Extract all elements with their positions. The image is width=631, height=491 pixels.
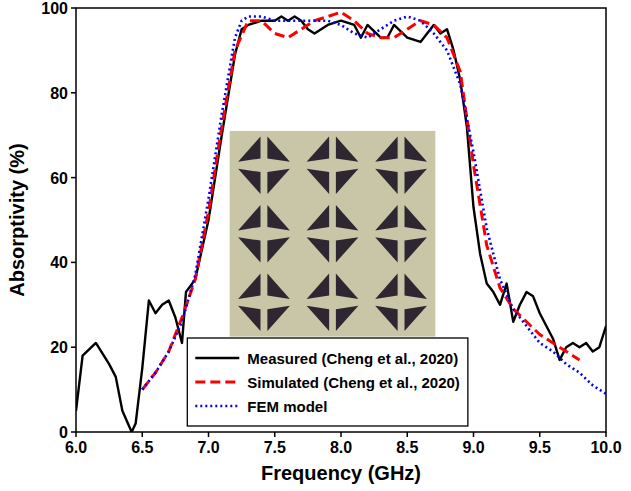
inset-motif	[307, 136, 330, 161]
chart: 6.0 6.5 7.0 7.5 8.0 8.5 9.0 9.5 10.0 0 20 40 60 80 100…	[0, 0, 631, 491]
series-group	[76, 12, 606, 432]
x-tick	[142, 432, 144, 437]
inset-motif	[307, 205, 330, 230]
inset-photo	[230, 131, 436, 337]
legend-sample	[195, 381, 239, 384]
inset-motif	[336, 306, 359, 331]
inset-motif	[375, 274, 397, 299]
legend-label: FEM model	[247, 398, 327, 415]
inset-motif	[375, 136, 397, 161]
series-line	[142, 12, 579, 389]
legend-sample	[195, 357, 239, 359]
x-tick	[208, 432, 210, 437]
y-tick-label: 80	[50, 85, 68, 102]
series-line	[142, 16, 606, 393]
inset-motif	[336, 136, 359, 161]
legend-label: Measured (Cheng et al., 2020)	[247, 350, 458, 367]
x-tick	[605, 432, 607, 437]
y-tick	[71, 7, 76, 9]
inset-motif	[405, 306, 428, 331]
inset-ground	[230, 131, 436, 337]
inset-motif	[267, 205, 290, 230]
legend: Measured (Cheng et al., 2020) Simulated (…	[187, 338, 468, 426]
x-tick	[407, 432, 409, 437]
inset-motif	[375, 205, 397, 230]
inset-motif	[336, 169, 359, 194]
inset-motif	[267, 306, 290, 331]
inset-motif	[238, 136, 260, 161]
y-tick-label: 0	[59, 424, 68, 441]
inset-motif	[307, 169, 330, 194]
series-line	[76, 16, 606, 432]
inset-motif	[336, 274, 359, 299]
inset-motif	[405, 205, 428, 230]
inset-motif	[405, 136, 428, 161]
inset-motif	[336, 205, 359, 230]
x-tick-label: 7.5	[264, 439, 286, 456]
x-tick-label: 6.0	[65, 439, 87, 456]
x-tick-label: 7.0	[197, 439, 219, 456]
inset-motif	[238, 169, 260, 194]
x-tick-label: 6.5	[131, 439, 153, 456]
x-axis-title: Frequency (GHz)	[261, 462, 421, 484]
y-tick	[71, 92, 76, 94]
inset-motif	[307, 306, 330, 331]
x-tick-label: 10.0	[590, 439, 621, 456]
inset-motif	[307, 237, 330, 262]
inset-motif	[238, 306, 260, 331]
y-axis-title: Absorptivity (%)	[6, 143, 28, 296]
legend-label: Simulated (Cheng et al., 2020)	[247, 374, 460, 391]
inset-motif	[267, 169, 290, 194]
y-tick	[71, 346, 76, 348]
y-tick	[71, 177, 76, 179]
inset-motif	[405, 237, 428, 262]
legend-box	[187, 338, 468, 426]
x-tick	[473, 432, 475, 437]
x-tick-label: 9.5	[529, 439, 551, 456]
inset-motif	[405, 274, 428, 299]
inset-motif	[336, 237, 359, 262]
y-tick-label: 20	[50, 339, 68, 356]
inset-motif	[405, 169, 428, 194]
inset-motif	[267, 274, 290, 299]
inset-motif	[238, 205, 260, 230]
x-tick-label: 8.5	[396, 439, 418, 456]
y-tick-label: 40	[50, 254, 68, 271]
inset-motif	[375, 237, 397, 262]
x-tick	[539, 432, 541, 437]
inset-motif	[375, 306, 397, 331]
y-tick-label: 100	[41, 0, 68, 17]
x-tick-label: 9.0	[462, 439, 484, 456]
x-tick	[274, 432, 276, 437]
y-tick	[71, 431, 76, 433]
x-tick	[340, 432, 342, 437]
inset-motif	[375, 169, 397, 194]
inset-motif	[238, 237, 260, 262]
plot-frame	[76, 8, 606, 432]
inset-motif	[307, 274, 330, 299]
inset-motif	[267, 136, 290, 161]
legend-sample	[195, 405, 239, 408]
inset-motif	[238, 274, 260, 299]
y-tick-label: 60	[50, 170, 68, 187]
x-tick-label: 8.0	[330, 439, 352, 456]
inset-motif	[267, 237, 290, 262]
y-tick	[71, 262, 76, 264]
